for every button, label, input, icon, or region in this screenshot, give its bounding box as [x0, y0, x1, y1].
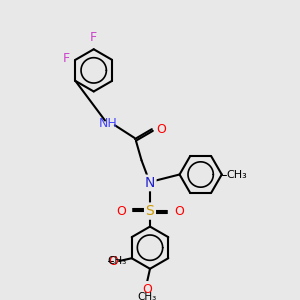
Text: O: O [174, 205, 184, 218]
Text: O: O [156, 123, 166, 136]
Text: CH₃: CH₃ [108, 256, 127, 266]
Text: F: F [90, 31, 97, 44]
Text: NH: NH [98, 117, 117, 130]
Text: F: F [63, 52, 70, 65]
Text: O: O [116, 205, 126, 218]
Text: O: O [142, 283, 152, 296]
Text: CH₃: CH₃ [226, 169, 247, 179]
Text: O: O [108, 254, 118, 268]
Text: S: S [146, 204, 154, 218]
Text: N: N [145, 176, 155, 190]
Text: CH₃: CH₃ [138, 292, 157, 300]
